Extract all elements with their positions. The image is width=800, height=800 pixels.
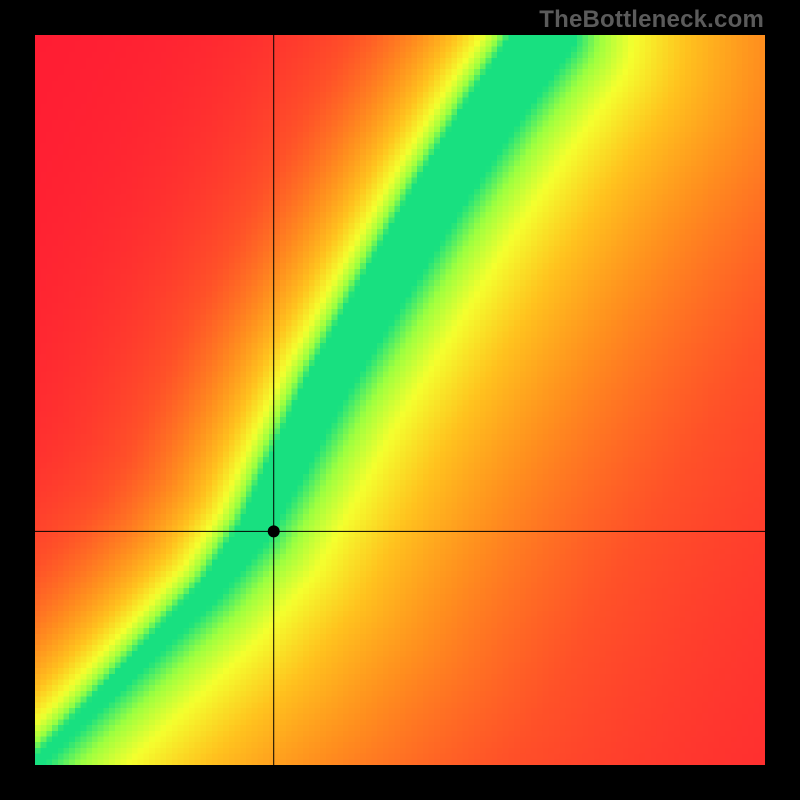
heatmap-canvas	[35, 35, 765, 765]
chart-frame: TheBottleneck.com	[0, 0, 800, 800]
watermark-label: TheBottleneck.com	[539, 6, 764, 34]
